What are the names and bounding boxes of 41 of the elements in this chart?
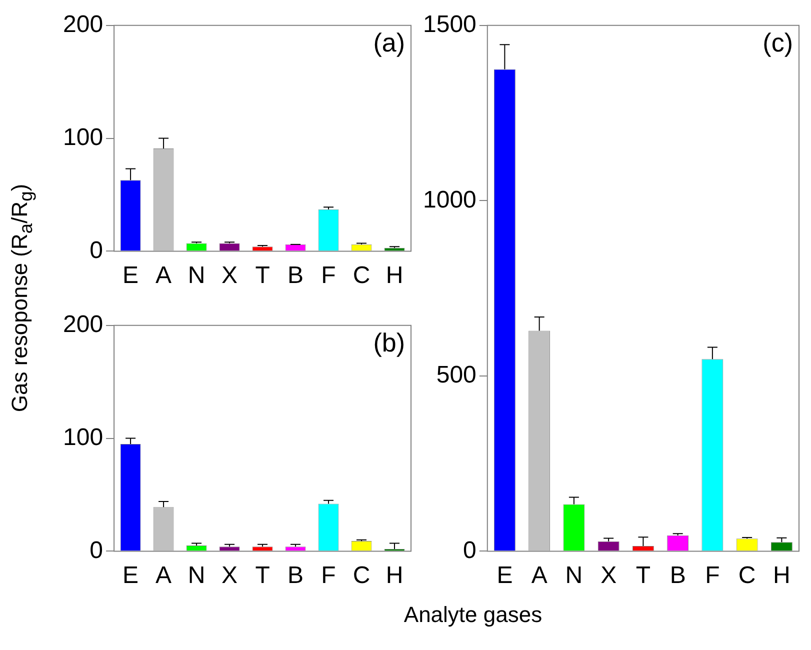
- annotation: (c): [762, 28, 793, 58]
- x-tick-label: F: [321, 562, 336, 590]
- x-tick-label: A: [156, 262, 172, 290]
- y-tick-label: 1000: [423, 186, 476, 214]
- x-tick-label: H: [773, 562, 790, 590]
- x-tick-label: E: [122, 262, 139, 290]
- y-tick-label: 200: [62, 11, 104, 38]
- x-tick-label: E: [496, 562, 513, 590]
- y-tick-label: 0: [90, 536, 104, 564]
- x-tick-label: H: [386, 262, 404, 290]
- x-tick-label: N: [188, 562, 206, 590]
- x-tick-label: F: [705, 562, 720, 590]
- x-tick-label: T: [255, 562, 270, 590]
- x-tick-label: H: [386, 562, 404, 590]
- x-axis-title: Analyte gases: [404, 602, 542, 628]
- x-tick-label: B: [288, 262, 304, 290]
- x-tick-label: F: [321, 262, 336, 290]
- x-tick-label: X: [222, 562, 238, 590]
- y-tick-label: 500: [436, 362, 476, 389]
- x-tick-label: N: [565, 562, 583, 590]
- x-tick-label: C: [352, 262, 370, 290]
- x-tick-label: B: [670, 562, 686, 590]
- annotation: (a): [373, 28, 405, 58]
- y-tick-label: 100: [62, 424, 104, 451]
- x-tick-label: A: [531, 562, 548, 590]
- annotation: (b): [373, 328, 405, 358]
- x-tick-label: B: [288, 562, 304, 590]
- x-tick-label: T: [255, 262, 270, 290]
- x-tick-label: T: [636, 562, 651, 590]
- y-tick-label: 0: [90, 236, 104, 264]
- y-tick-label: 100: [62, 124, 104, 151]
- x-tick-label: C: [352, 562, 370, 590]
- x-tick-label: E: [122, 562, 139, 590]
- x-tick-label: X: [222, 262, 238, 290]
- y-tick-label: 200: [62, 311, 104, 338]
- x-tick-label: N: [188, 262, 206, 290]
- x-tick-label: C: [738, 562, 756, 590]
- y-tick-label: 0: [463, 536, 476, 564]
- y-tick-label: 1500: [423, 11, 476, 38]
- x-tick-label: X: [600, 562, 617, 590]
- x-tick-label: A: [156, 562, 172, 590]
